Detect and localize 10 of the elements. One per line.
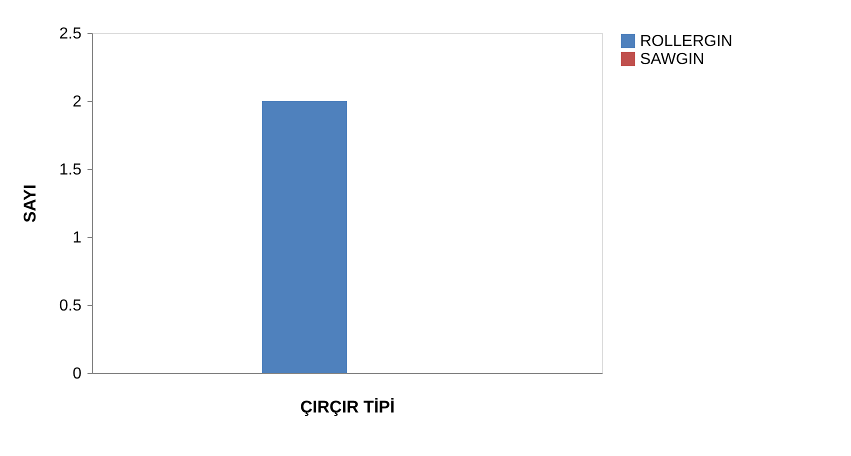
y-tick-label: 2.5 (59, 26, 82, 42)
x-axis-title: ÇIRÇIR TİPİ (300, 398, 395, 416)
y-tick-label: 2 (72, 94, 82, 110)
y-tick-label: 1.5 (59, 162, 82, 178)
legend-label: SAWGIN (640, 51, 704, 68)
y-tick-label: 0 (72, 366, 82, 382)
y-tick-label: 1 (72, 230, 82, 246)
legend-label: ROLLERGIN (640, 33, 732, 50)
y-axis-title: SAYI (20, 184, 40, 223)
y-tick-label: 0.5 (59, 298, 82, 314)
